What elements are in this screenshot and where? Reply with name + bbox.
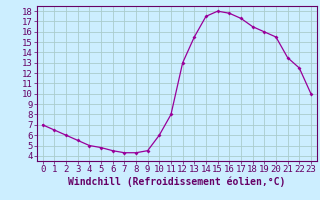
X-axis label: Windchill (Refroidissement éolien,°C): Windchill (Refroidissement éolien,°C): [68, 177, 285, 187]
